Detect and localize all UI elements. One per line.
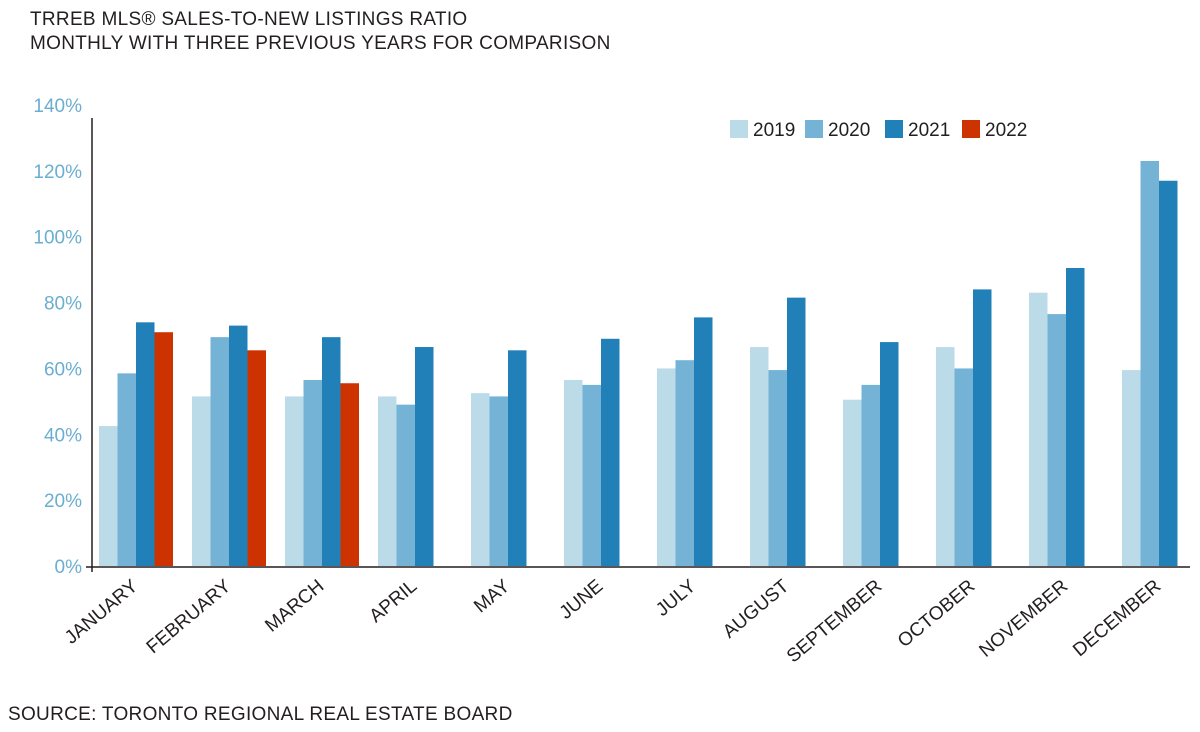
y-tick-label: 0% — [55, 557, 83, 578]
bar-september-2021 — [880, 342, 899, 566]
bar-april-2020 — [396, 404, 415, 566]
legend-label-2020: 2020 — [828, 120, 870, 141]
bar-november-2021 — [1066, 267, 1085, 566]
bar-june-2021 — [601, 338, 620, 566]
chart-title: TRREB MLS® SALES-TO-NEW LISTINGS RATIO — [30, 9, 468, 30]
x-tick-label: NOVEMBER — [975, 576, 1072, 662]
x-tick-label: SEPTEMBER — [783, 576, 886, 667]
legend-swatch-2021 — [885, 120, 903, 138]
x-tick-label: FEBRUARY — [143, 576, 236, 659]
bar-december-2021 — [1159, 180, 1178, 566]
x-tick-label: MAY — [470, 576, 514, 618]
bar-october-2021 — [973, 289, 992, 566]
x-tick-label: JUNE — [556, 576, 608, 624]
bar-october-2019 — [936, 347, 955, 566]
x-tick-label: JANUARY — [61, 576, 142, 649]
bar-october-2020 — [954, 368, 973, 566]
bar-march-2021 — [322, 337, 341, 566]
legend-label-2021: 2021 — [908, 120, 950, 141]
x-tick-label: MARCH — [261, 576, 328, 637]
bar-january-2021 — [136, 322, 155, 566]
bar-november-2019 — [1029, 292, 1048, 566]
bar-february-2020 — [210, 337, 229, 566]
bar-december-2020 — [1140, 160, 1159, 566]
bar-january-2022 — [154, 332, 173, 566]
bar-august-2019 — [750, 347, 769, 566]
x-tick-label: APRIL — [366, 576, 422, 627]
legend-swatch-2019 — [730, 120, 748, 138]
x-tick-label: AUGUST — [719, 575, 793, 642]
bar-july-2019 — [657, 368, 676, 566]
legend-swatch-2022 — [962, 120, 980, 138]
bar-march-2019 — [285, 396, 304, 566]
bar-september-2019 — [843, 399, 862, 566]
bar-january-2019 — [99, 426, 118, 566]
bar-april-2021 — [415, 347, 434, 566]
title-block: TRREB MLS® SALES-TO-NEW LISTINGS RATIO M… — [30, 8, 611, 56]
legend-label-2022: 2022 — [985, 120, 1027, 141]
bar-july-2020 — [675, 360, 694, 566]
bar-july-2021 — [694, 317, 713, 566]
bar-august-2021 — [787, 297, 806, 566]
bar-may-2019 — [471, 393, 490, 566]
y-tick-label: 20% — [44, 491, 82, 512]
bar-february-2022 — [247, 350, 266, 566]
source-note: SOURCE: TORONTO REGIONAL REAL ESTATE BOA… — [8, 704, 513, 725]
x-tick-label: DECEMBER — [1069, 576, 1165, 661]
bar-march-2020 — [303, 379, 322, 566]
bar-march-2022 — [340, 383, 359, 566]
y-tick-label: 80% — [44, 294, 82, 315]
y-tick-label: 140% — [33, 96, 82, 117]
bar-april-2019 — [378, 396, 397, 566]
bar-may-2020 — [489, 396, 508, 566]
y-tick-label: 40% — [44, 425, 82, 446]
bar-november-2020 — [1047, 314, 1066, 566]
legend-label-2019: 2019 — [753, 120, 795, 141]
bar-february-2021 — [229, 325, 248, 566]
bar-june-2019 — [564, 379, 583, 566]
legend-swatch-2020 — [805, 120, 823, 138]
bar-december-2019 — [1122, 370, 1141, 566]
y-tick-label: 60% — [44, 359, 82, 380]
y-tick-label: 100% — [33, 228, 82, 249]
bar-september-2020 — [861, 384, 880, 566]
bar-june-2020 — [582, 384, 601, 566]
y-tick-label: 120% — [33, 162, 82, 183]
bar-august-2020 — [768, 370, 787, 566]
bar-january-2020 — [117, 373, 136, 566]
bar-may-2021 — [508, 350, 527, 566]
x-tick-label: JULY — [652, 576, 700, 621]
x-tick-label: OCTOBER — [894, 576, 979, 652]
bar-february-2019 — [192, 396, 211, 566]
chart-subtitle: MONTHLY WITH THREE PREVIOUS YEARS FOR CO… — [30, 33, 611, 54]
